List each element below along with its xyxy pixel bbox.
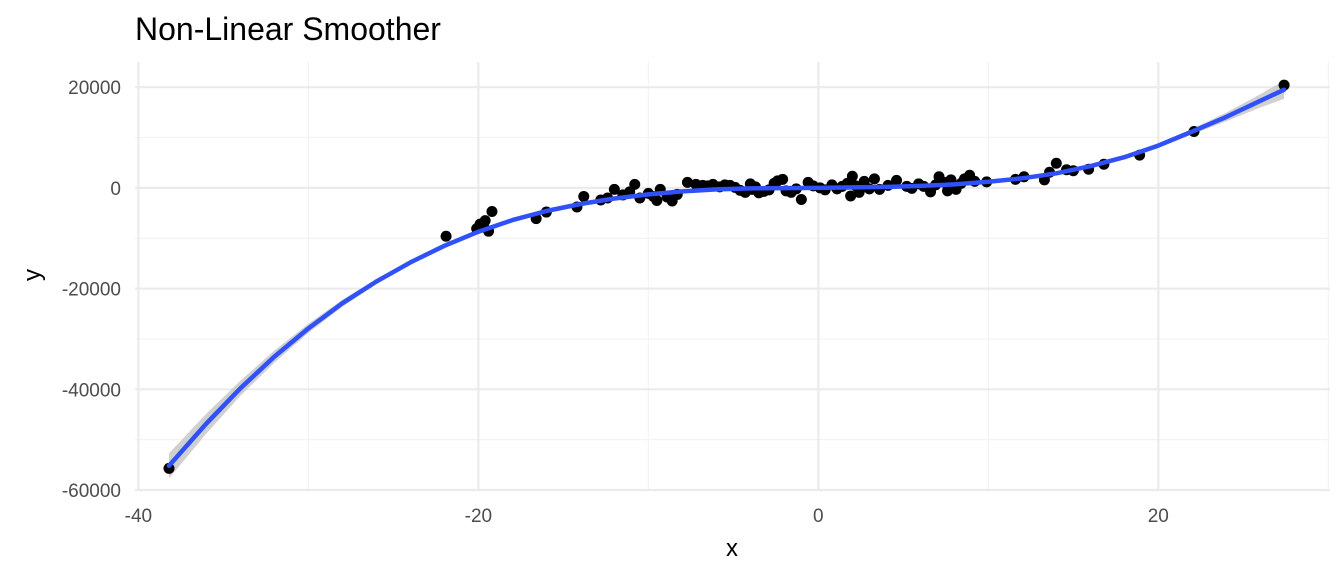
data-point (1050, 157, 1062, 169)
y-axis-title: y (19, 269, 46, 281)
chart-title: Non-Linear Smoother (135, 11, 441, 47)
y-tick-label: 0 (110, 179, 121, 200)
data-point (845, 190, 857, 202)
data-point (479, 215, 491, 227)
y-tick-label: -40000 (62, 380, 121, 401)
data-point (846, 170, 858, 182)
confidence-band-group (169, 80, 1285, 479)
smooth-line-group (166, 87, 1287, 469)
smooth-line (166, 87, 1287, 469)
data-point (868, 173, 880, 185)
y-tick-label: -60000 (62, 481, 121, 502)
data-point (578, 190, 590, 202)
x-tick-label: -40 (125, 506, 152, 527)
data-point (681, 176, 693, 188)
x-axis-title: x (726, 535, 738, 562)
data-point (608, 183, 620, 195)
data-point (651, 194, 663, 206)
y-tick-label: -20000 (62, 280, 121, 301)
x-tick-label: 0 (813, 506, 824, 527)
data-points (163, 79, 1290, 474)
x-tick-label: -20 (465, 506, 492, 527)
data-point (891, 174, 903, 186)
data-point (942, 185, 954, 197)
data-point (795, 193, 807, 205)
data-point (1278, 79, 1290, 91)
data-point (440, 230, 452, 242)
grid (135, 62, 1330, 492)
data-point (629, 178, 641, 190)
data-point (853, 186, 865, 198)
y-tick-label: 20000 (68, 78, 121, 99)
x-axis-ticks: -40 -20 0 20 (125, 506, 1169, 527)
confidence-band (169, 80, 1285, 479)
x-tick-label: 20 (1148, 506, 1169, 527)
data-point (486, 206, 498, 218)
data-point (777, 173, 789, 185)
y-axis-ticks: -60000 -40000 -20000 0 20000 (62, 78, 121, 502)
